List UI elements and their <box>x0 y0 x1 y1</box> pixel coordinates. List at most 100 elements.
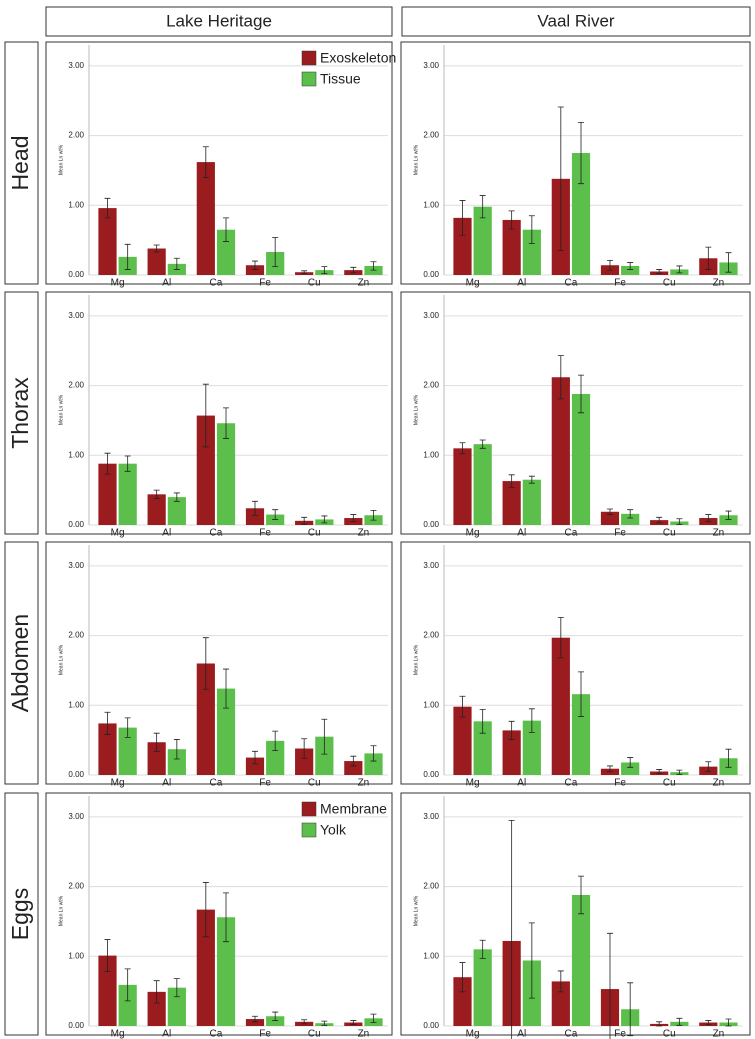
error-bar <box>370 745 377 762</box>
bar <box>245 508 265 525</box>
bar <box>571 153 591 275</box>
error-bar <box>676 1017 683 1026</box>
bar <box>147 248 166 275</box>
bar <box>621 265 640 275</box>
bar <box>453 448 472 525</box>
legend-label: Tissue <box>320 71 361 87</box>
x-tick-label: Ca <box>210 278 223 289</box>
error-bar <box>705 514 712 522</box>
bar <box>551 377 570 525</box>
bar <box>118 463 137 525</box>
error-bar <box>606 508 613 515</box>
y-tick-label: 0.00 <box>68 270 84 279</box>
error-bar <box>508 819 515 1039</box>
y-tick-label: 0.00 <box>423 770 439 779</box>
error-bar <box>557 617 564 659</box>
error-bar <box>508 210 515 230</box>
error-bar <box>479 195 486 219</box>
error-bar <box>627 757 634 768</box>
legend-swatch <box>301 801 317 817</box>
bar <box>719 515 738 525</box>
x-tick-label: Mg <box>466 1029 480 1039</box>
error-bar <box>104 452 111 475</box>
x-tick-label: Al <box>162 778 171 789</box>
error-bar <box>508 720 515 740</box>
x-tick-label: Fe <box>259 778 271 789</box>
error-bar <box>272 1011 279 1021</box>
error-bar <box>350 755 357 767</box>
y-tick-label: 3.00 <box>423 61 439 70</box>
bar <box>344 761 363 775</box>
bar <box>266 740 285 775</box>
y-tick-label: 2.00 <box>423 131 439 140</box>
panel-box <box>45 291 393 535</box>
error-bar <box>350 514 357 522</box>
y-tick-label: 3.00 <box>68 812 84 821</box>
error-bar <box>223 217 230 242</box>
error-bar <box>223 668 230 709</box>
error-bar <box>606 765 613 772</box>
legend-swatch <box>301 71 317 87</box>
bar <box>245 265 265 275</box>
x-tick-label: Mg <box>466 528 480 539</box>
error-bar <box>676 265 683 274</box>
bar <box>98 208 117 275</box>
panel-box <box>45 541 393 785</box>
bar <box>522 479 541 525</box>
row-header-box <box>4 41 39 285</box>
y-tick-label: 1.00 <box>68 450 84 459</box>
y-axis-label: Mean Ln wt% <box>413 895 419 926</box>
column-header: Lake Heritage <box>166 11 272 30</box>
bar <box>98 723 117 775</box>
y-tick-label: 0.00 <box>423 270 439 279</box>
x-tick-label: Fe <box>614 528 626 539</box>
y-tick-label: 0.00 <box>423 520 439 529</box>
error-bar <box>578 875 585 915</box>
panel-box <box>400 41 751 285</box>
y-tick-label: 1.00 <box>423 700 439 709</box>
x-tick-label: Fe <box>259 278 271 289</box>
error-bar <box>321 1020 328 1026</box>
y-tick-label: 1.00 <box>423 450 439 459</box>
bar <box>453 217 472 275</box>
error-bar <box>124 243 131 270</box>
error-bar <box>606 932 613 1039</box>
error-bar <box>153 489 160 499</box>
error-bar <box>528 708 535 733</box>
x-tick-label: Ca <box>565 778 578 789</box>
panel-box <box>400 291 751 535</box>
error-bar <box>124 968 131 1002</box>
bar <box>551 637 570 775</box>
y-tick-label: 3.00 <box>423 812 439 821</box>
error-bar <box>705 1020 712 1026</box>
x-tick-label: Mg <box>111 1029 125 1039</box>
error-bar <box>459 200 466 236</box>
bar <box>551 981 570 1026</box>
error-bar <box>528 475 535 484</box>
x-tick-label: Al <box>162 528 171 539</box>
bar <box>118 984 137 1026</box>
bar <box>167 749 186 775</box>
y-tick-label: 3.00 <box>423 561 439 570</box>
x-tick-label: Fe <box>614 1029 626 1039</box>
panel-box <box>400 541 751 785</box>
x-tick-label: Zn <box>358 1029 370 1039</box>
error-bar <box>676 769 683 775</box>
error-bar <box>301 270 308 275</box>
y-tick-label: 0.00 <box>68 1021 84 1030</box>
x-tick-label: Ca <box>565 1029 578 1039</box>
bar <box>453 706 472 775</box>
x-tick-label: Cu <box>663 278 676 289</box>
error-bar <box>153 732 160 752</box>
bar <box>98 463 117 525</box>
error-bar <box>370 261 377 271</box>
bar <box>315 736 334 775</box>
bar <box>522 229 541 275</box>
bar <box>364 753 383 775</box>
panel-box <box>400 792 751 1036</box>
x-tick-label: Ca <box>210 778 223 789</box>
bar <box>245 757 265 775</box>
error-bar <box>370 1013 377 1023</box>
x-tick-label: Cu <box>308 528 321 539</box>
